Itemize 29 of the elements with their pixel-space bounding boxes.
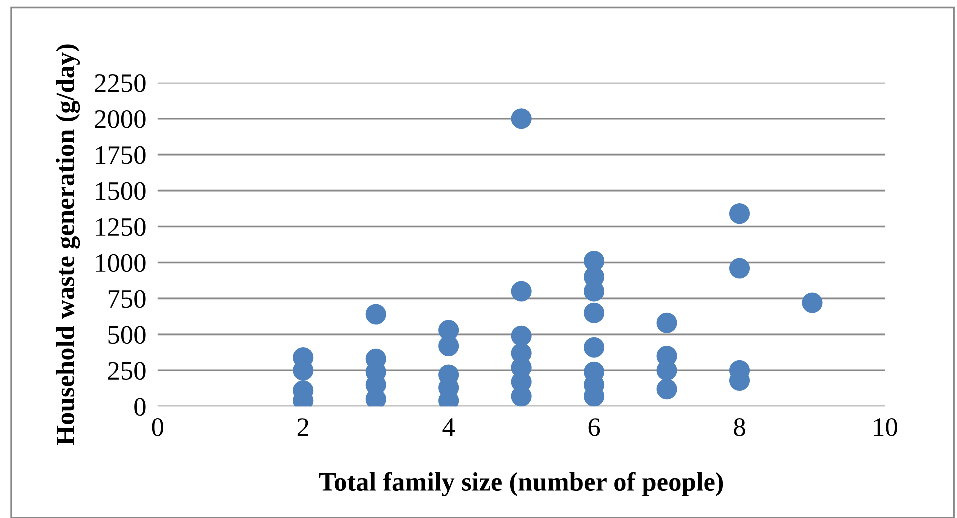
point (584, 302, 605, 324)
y-tick-label: 1000 (96, 254, 146, 272)
y-tick-label: 2250 (95, 74, 146, 92)
point (584, 337, 605, 358)
y-tick-label: 1500 (96, 182, 146, 200)
x-axis-title: Total family size (number of people) (319, 472, 724, 496)
y-tick-label: 500 (108, 326, 146, 344)
point (366, 304, 386, 325)
point (802, 292, 823, 314)
x-tick-label: 8 (734, 418, 746, 436)
y-tick-label: 750 (108, 290, 146, 308)
point (511, 281, 532, 302)
point (656, 379, 678, 400)
point (729, 258, 750, 279)
x-tick-label: 2 (298, 418, 309, 436)
y-tick-label: 1750 (96, 146, 146, 164)
point (511, 326, 532, 346)
x-tick-label: 6 (588, 418, 600, 436)
x-tick-label: 10 (874, 418, 898, 436)
point (656, 312, 678, 334)
y-axis-title: Household waste generation (g/day) (56, 44, 80, 446)
x-tick-label: 0 (152, 418, 164, 436)
y-tick-label: 250 (108, 362, 146, 380)
y-tick-label: 1250 (96, 218, 146, 236)
y-tick-label: 2000 (95, 110, 146, 128)
point (511, 108, 532, 130)
x-tick-label: 4 (442, 418, 456, 436)
y-tick-label: 0 (134, 398, 146, 416)
point (729, 204, 750, 224)
